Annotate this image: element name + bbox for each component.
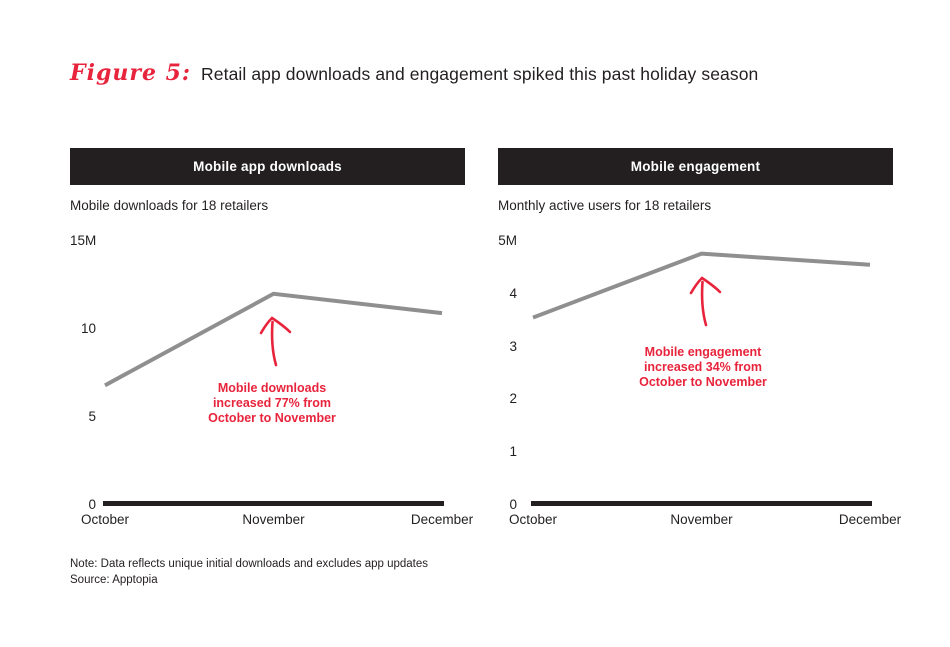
y-tick-label: 5 [88,409,96,424]
chart-header: Mobile engagement [498,148,893,185]
figure-number: Figure 5: [70,60,192,86]
annotation-arrow-icon [689,276,722,327]
x-tick-label: October [80,512,130,527]
y-tick-label: 4 [509,285,517,301]
x-axis-line [531,501,872,506]
y-tick-label: 3 [509,338,517,354]
x-axis-line [103,501,444,506]
x-tick-label: December [410,512,474,527]
annotation-line: increased 34% from [643,360,763,374]
chart-plot-area: Mobile engagement increased 34% from Oct… [498,230,901,530]
x-tick-label: November [242,512,305,527]
annotation-line: increased 77% from [212,396,332,410]
annotation-line: October to November [639,375,767,389]
annotation-text: Mobile downloads increased 77% from Octo… [208,381,336,426]
y-tick-label: 10 [80,321,96,336]
line-chart-svg [532,251,871,327]
y-tick-label: 2 [509,391,517,407]
x-tick-label: December [838,512,902,527]
annotation-arrow-icon [259,316,292,367]
chart-plot-area: Mobile downloads increased 77% from Octo… [70,230,473,530]
annotation-line: Mobile engagement [644,345,762,359]
chart-subtitle: Mobile downloads for 18 retailers [70,198,269,213]
figure-title: Figure 5: Retail app downloads and engag… [70,60,758,86]
annotation-text: Mobile engagement increased 34% from Oct… [639,345,767,390]
note-text: Note: Data reflects unique initial downl… [70,558,429,570]
line-chart-svg [104,291,443,388]
chart-header: Mobile app downloads [70,148,465,185]
data-line [532,251,871,320]
figure-title-text: Retail app downloads and engagement spik… [201,64,759,84]
y-tick-label: 5M [498,233,517,248]
y-tick-label: 0 [509,497,517,512]
source-text: Source: Apptopia [70,574,158,586]
data-line [104,291,443,388]
annotation-line: October to November [208,411,336,425]
annotation-line: Mobile downloads [217,381,327,395]
x-tick-label: October [508,512,558,527]
y-tick-label: 0 [88,497,96,512]
y-tick-label: 15M [70,233,97,248]
y-tick-label: 1 [509,444,517,460]
x-tick-label: November [670,512,733,527]
chart-panel-engagement: Mobile engagement Monthly active users f… [498,148,901,548]
chart-panel-downloads: Mobile app downloads Mobile downloads fo… [70,148,473,548]
chart-subtitle: Monthly active users for 18 retailers [498,198,712,213]
